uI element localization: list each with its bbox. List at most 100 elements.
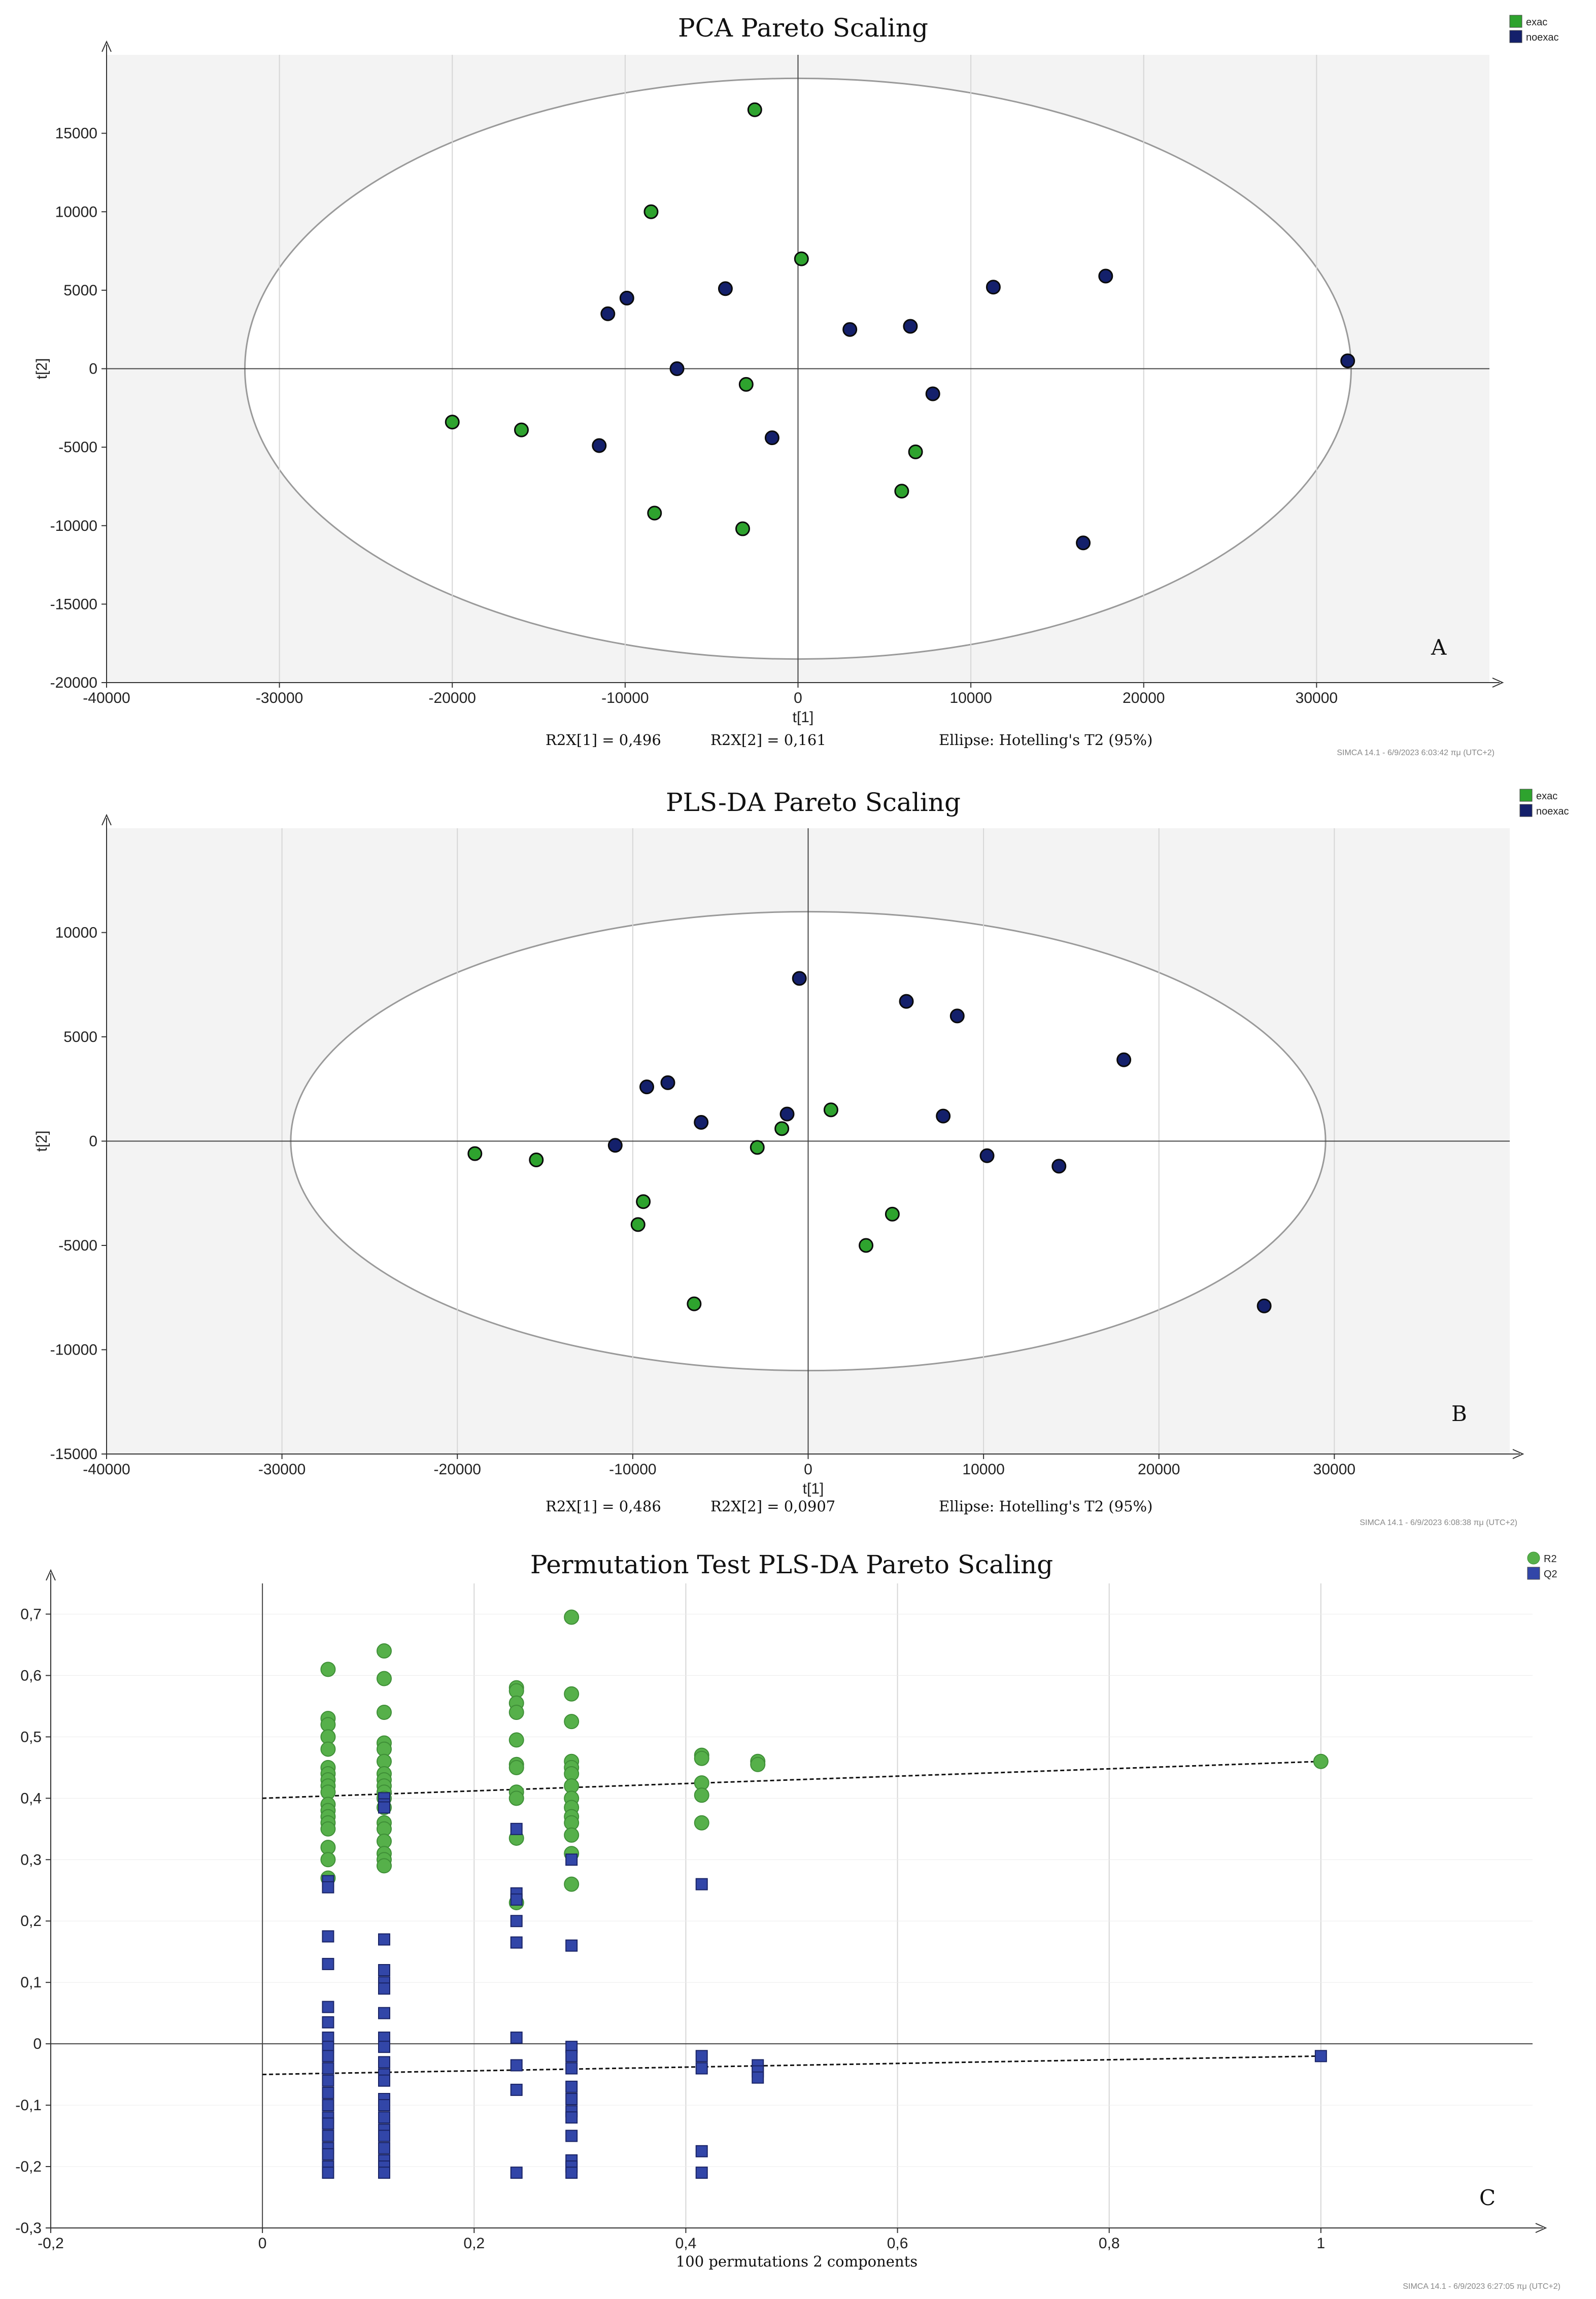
data-point-R2 (320, 1741, 336, 1757)
software-stamp: SIMCA 14.1 - 6/9/2023 6:08:38 πμ (UTC+2) (1360, 1518, 1517, 1527)
data-point-noexac (1098, 268, 1113, 284)
data-point-Q2 (322, 1930, 334, 1943)
data-point-Q2 (322, 2016, 334, 2028)
data-point-Q2 (378, 2142, 390, 2154)
data-point-Q2 (565, 1939, 578, 1952)
data-point-noexac (986, 280, 1001, 295)
x-tick-label: 0,2 (463, 2235, 485, 2252)
data-point-Q2 (510, 1915, 523, 1928)
panel-label: B (1451, 1401, 1467, 1426)
data-point-Q2 (565, 2129, 578, 2142)
data-point-noexac (718, 281, 733, 296)
data-point-Q2 (378, 1801, 390, 1814)
x-tick-label: -10000 (601, 690, 649, 706)
y-tick-label: -0,1 (15, 2097, 42, 2114)
data-point-Q2 (695, 2062, 708, 2075)
data-point-Q2 (378, 2041, 390, 2053)
data-point-Q2 (510, 2167, 523, 2179)
x-tick-label: 1 (1317, 2235, 1326, 2252)
data-point-exac (794, 251, 809, 266)
data-point-exac (529, 1152, 544, 1167)
y-tick-label: -15000 (50, 596, 97, 613)
data-point-Q2 (565, 1853, 578, 1866)
data-point-noexac (607, 1138, 623, 1153)
data-point-R2 (320, 1852, 336, 1868)
y-tick-label: -15000 (50, 1446, 97, 1463)
data-point-Q2 (378, 2111, 390, 2124)
data-point-R2 (377, 1705, 392, 1720)
data-point-Q2 (565, 2093, 578, 2105)
data-point-Q2 (565, 2050, 578, 2063)
data-point-Q2 (378, 1964, 390, 1976)
data-point-R2 (694, 1750, 709, 1766)
data-point-Q2 (695, 2050, 708, 2063)
data-point-noexac (600, 306, 616, 321)
data-point-R2 (694, 1815, 709, 1831)
data-point-noexac (899, 994, 914, 1009)
y-tick-label: 5000 (63, 1029, 97, 1045)
chart-title: Permutation Test PLS-DA Pareto Scaling (530, 1550, 1053, 1579)
data-point-Q2 (322, 2167, 334, 2179)
legend-label-exac: exac (1536, 791, 1557, 802)
data-point-Q2 (695, 2145, 708, 2157)
data-point-Q2 (378, 2007, 390, 2019)
y-tick-label: 0,2 (20, 1913, 42, 1930)
legend-label-noexac: noexac (1536, 806, 1569, 817)
x-tick-label: -20000 (429, 690, 476, 706)
x-tick-label: 20000 (1123, 690, 1165, 706)
data-point-Q2 (695, 1878, 708, 1890)
x-tick-label: 0 (804, 1461, 812, 1478)
y-tick-label: -0,2 (15, 2158, 42, 2175)
data-point-exac (687, 1296, 702, 1311)
data-point-noexac (925, 386, 940, 401)
legend-label-exac: exac (1526, 17, 1547, 28)
x-tick-label: -30000 (256, 690, 303, 706)
data-point-noexac (619, 290, 634, 306)
y-axis-arrow (101, 814, 112, 826)
data-point-Q2 (1314, 2050, 1327, 2063)
x-tick-label: 20000 (1138, 1461, 1180, 1478)
data-point-R2 (508, 1732, 524, 1748)
data-point-noexac (1051, 1159, 1067, 1174)
data-point-noexac (842, 322, 858, 337)
ellipse-note: Ellipse: Hotelling's T2 (95%) (939, 1498, 1152, 1515)
r2x1-value: R2X[1] = 0,486 (546, 1498, 661, 1515)
data-point-exac (514, 422, 529, 437)
y-tick-label: 0,5 (20, 1729, 42, 1745)
data-point-Q2 (322, 1881, 334, 1894)
x-tick-label: 30000 (1296, 690, 1338, 706)
data-point-noexac (764, 430, 779, 446)
x-tick-label: 30000 (1313, 1461, 1355, 1478)
legend-swatch-R2 (1527, 1551, 1540, 1565)
data-point-exac (735, 521, 750, 536)
y-axis-arrow (46, 1569, 56, 1581)
y-tick-label: 0,1 (20, 1974, 42, 1991)
data-point-noexac (592, 438, 607, 453)
legend-swatch-exac (1509, 15, 1522, 28)
x-axis-label: t[1] (793, 709, 814, 726)
data-point-Q2 (322, 2086, 334, 2099)
legend-swatch-noexac (1519, 804, 1533, 817)
x-tick-label: 10000 (949, 690, 992, 706)
x-tick-label: 0 (258, 2235, 267, 2252)
y-tick-label: -10000 (50, 1342, 97, 1359)
data-point-Q2 (322, 2062, 334, 2075)
data-point-noexac (694, 1115, 709, 1130)
y-tick-label: 0 (89, 361, 97, 378)
chart-title: PLS-DA Pareto Scaling (666, 788, 961, 817)
data-point-R2 (564, 1827, 580, 1843)
data-point-Q2 (510, 2083, 523, 2096)
x-axis-label: 100 permutations 2 components (676, 2253, 918, 2270)
data-point-Q2 (322, 2099, 334, 2112)
data-point-Q2 (322, 2050, 334, 2063)
data-point-exac (747, 102, 762, 117)
legend-swatch-exac (1519, 789, 1533, 802)
permutation-test-plot: -0,2 0 0,2 0,4 0,6 0,8 1-0,3-0,2-0,100,10,20,3… (15, 1550, 1560, 2291)
data-point-Q2 (752, 2071, 764, 2084)
x-tick-label: 10000 (962, 1461, 1004, 1478)
data-point-exac (894, 484, 909, 499)
data-point-R2 (750, 1756, 766, 1772)
y-tick-label: -0,3 (15, 2220, 42, 2237)
y-tick-label: -5000 (58, 439, 97, 456)
